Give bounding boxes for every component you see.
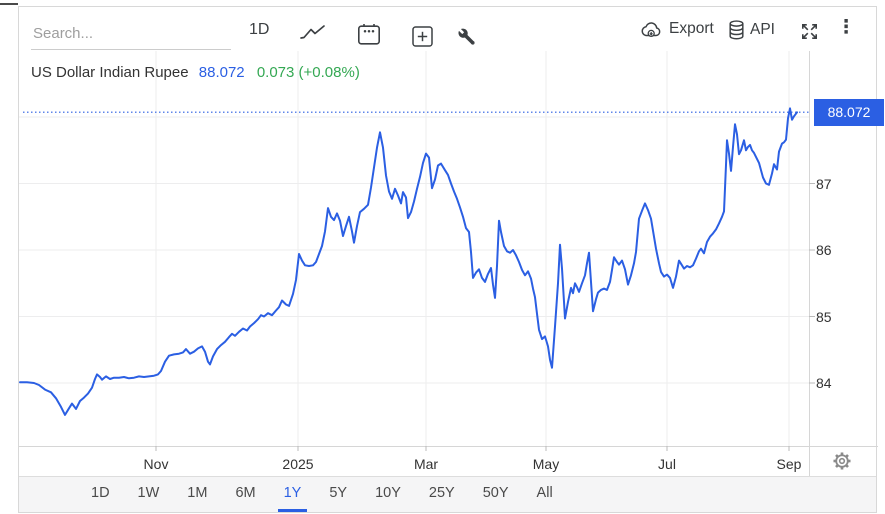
timeframe-all[interactable]: All [531, 477, 559, 512]
chart-widget: 1D [18, 6, 884, 514]
timeframe-10y[interactable]: 10Y [369, 477, 407, 512]
y-axis-label: 85 [816, 308, 832, 325]
export-label: Export [669, 20, 714, 37]
timeframe-1m[interactable]: 1M [181, 477, 213, 512]
fullscreen-button[interactable] [800, 22, 819, 41]
last-price-badge: 88.072 [814, 98, 884, 126]
timeframe-5y[interactable]: 5Y [323, 477, 353, 512]
axis-settings-button[interactable] [832, 451, 852, 471]
timeframe-50y[interactable]: 50Y [477, 477, 515, 512]
search-input[interactable] [31, 17, 231, 50]
kebab-menu-icon[interactable]: ⋮ [836, 17, 856, 38]
x-axis-label: Mar [413, 456, 439, 472]
instrument-title: US Dollar Indian Rupee [31, 64, 189, 81]
instrument-header: US Dollar Indian Rupee 88.072 0.073 (+0.… [31, 64, 360, 81]
page-edge-artifact [0, 3, 18, 5]
calendar-icon [357, 24, 380, 45]
line-chart-icon [300, 25, 325, 39]
x-axis-label: Sep [776, 456, 802, 472]
chart-style-button[interactable] [300, 24, 326, 41]
api-button[interactable]: API [728, 20, 775, 40]
api-label: API [750, 21, 775, 38]
x-axis-label: Jul [658, 456, 676, 472]
x-axis-label: May [532, 456, 560, 472]
calendar-button[interactable] [357, 23, 381, 46]
add-indicator-button[interactable] [412, 26, 433, 47]
tools-button[interactable] [457, 27, 476, 46]
database-icon [729, 20, 744, 40]
x-axis-label: Nov [143, 456, 169, 472]
y-axis-label: 84 [816, 375, 832, 391]
wrench-icon [458, 28, 475, 45]
y-axis-label: 87 [816, 175, 832, 192]
export-button[interactable]: Export [639, 20, 714, 38]
timeframe-1y[interactable]: 1Y [277, 477, 308, 512]
price-line [19, 107, 798, 416]
plus-square-icon [412, 26, 433, 47]
fullscreen-icon [802, 24, 817, 39]
price-change: 0.073 (+0.08%) [256, 64, 360, 81]
x-axis-label: 2025 [282, 456, 314, 472]
gear-icon [833, 452, 851, 470]
timeframe-1d[interactable]: 1D [85, 477, 116, 512]
chart-canvas[interactable] [19, 7, 878, 514]
timeframe-6m[interactable]: 6M [229, 477, 261, 512]
cloud-download-icon [641, 22, 661, 38]
timeframe-bar: 1D 1W 1M 6M 1Y 5Y 10Y 25Y 50Y All [19, 476, 876, 512]
last-price-value: 88.072 [198, 64, 245, 81]
interval-button[interactable]: 1D [249, 21, 270, 38]
timeframe-25y[interactable]: 25Y [423, 477, 461, 512]
y-axis-label: 86 [816, 242, 832, 258]
timeframe-1w[interactable]: 1W [132, 477, 166, 512]
